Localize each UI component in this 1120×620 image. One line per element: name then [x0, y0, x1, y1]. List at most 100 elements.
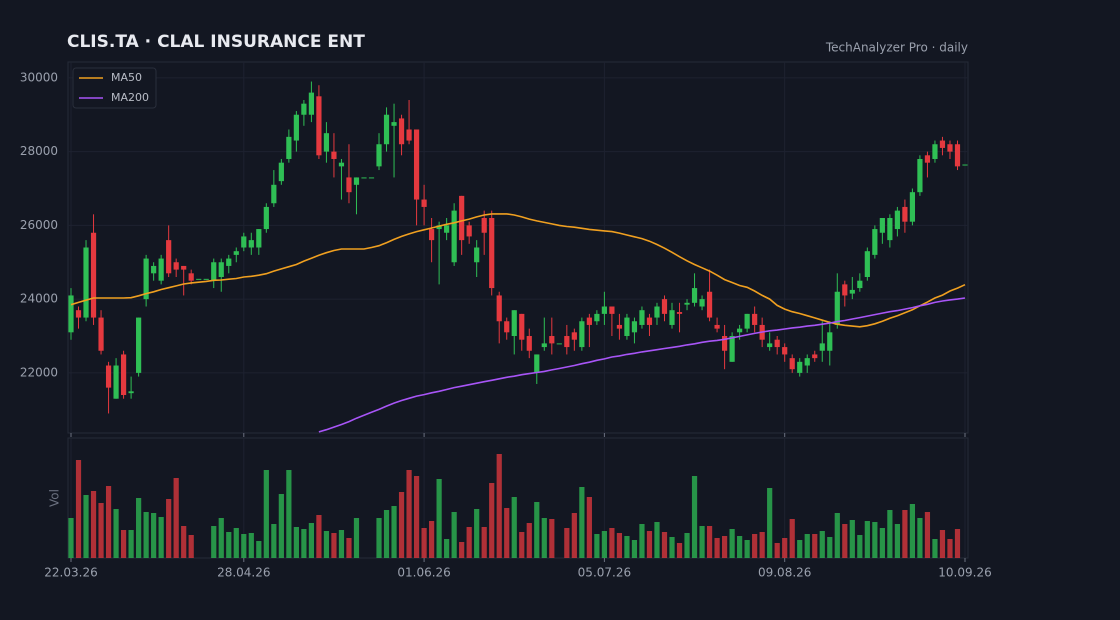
candle-body — [857, 280, 863, 289]
candle-body — [879, 217, 885, 233]
volume-bar — [872, 522, 878, 558]
volume-bar — [75, 460, 82, 558]
candle-body — [391, 122, 397, 126]
volume-bar — [534, 502, 540, 558]
volume-bar — [564, 528, 570, 558]
candle-body — [166, 240, 172, 274]
candle-body — [113, 365, 119, 399]
x-tick-label: 05.07.26 — [578, 566, 631, 580]
volume-bar — [609, 528, 615, 558]
candle-body — [556, 343, 562, 345]
volume-bar — [406, 470, 412, 558]
volume-bar — [797, 540, 803, 558]
volume-bar — [571, 513, 577, 558]
volume-bar — [286, 470, 292, 558]
volume-bar — [646, 531, 653, 558]
candle-body — [684, 302, 690, 305]
candle-body — [849, 289, 855, 294]
candle-body — [429, 229, 435, 241]
volume-bar — [631, 540, 638, 558]
candle-body — [654, 306, 660, 318]
legend-label: MA50 — [111, 71, 142, 84]
candle-body — [256, 229, 262, 248]
volume-bar — [842, 524, 848, 558]
candle-body — [489, 217, 495, 289]
volume-bar — [331, 533, 337, 558]
volume-bar — [429, 521, 435, 558]
candle-body — [83, 247, 89, 318]
x-tick-label: 09.08.26 — [758, 566, 811, 580]
candle-body — [353, 177, 360, 185]
volume-bar — [241, 534, 247, 558]
candle-body — [504, 321, 510, 333]
candle-body — [120, 354, 127, 396]
volume-bar — [413, 476, 420, 558]
volume-bar — [752, 534, 758, 558]
candle-body — [962, 164, 968, 166]
candle-body — [917, 158, 923, 193]
candle-body — [136, 317, 142, 373]
candle-body — [744, 313, 750, 329]
candle-body — [834, 291, 840, 325]
volume-bar — [526, 523, 532, 558]
candle-body — [571, 332, 577, 340]
candle-body — [511, 310, 517, 337]
volume-bar — [113, 509, 119, 558]
legend: MA50 MA200 — [72, 67, 157, 109]
candle-body — [721, 336, 728, 351]
candle-body — [383, 114, 390, 145]
volume-bar — [917, 518, 923, 558]
volume-bar — [68, 518, 74, 558]
candle-body — [564, 336, 570, 348]
candle-body — [301, 103, 307, 115]
candle-body — [278, 162, 284, 182]
candle-body — [158, 258, 164, 281]
candle-body — [639, 310, 645, 325]
volume-bar — [579, 487, 585, 558]
volume-bar — [932, 539, 938, 558]
volume-bar — [504, 508, 510, 558]
candle-body — [947, 144, 953, 152]
candle-body — [233, 251, 239, 255]
candle-body — [293, 114, 299, 141]
volume-bar — [737, 536, 743, 558]
volume-bars — [68, 454, 961, 558]
volume-bar — [346, 538, 352, 558]
x-tick-label: 28.04.26 — [217, 566, 270, 580]
candle-body — [887, 217, 893, 241]
candle-body — [609, 306, 615, 314]
moving-averages — [70, 213, 966, 433]
volume-bar — [601, 531, 607, 558]
candle-body — [691, 288, 698, 303]
volume-bar — [519, 532, 525, 558]
candle-body — [496, 295, 502, 322]
volume-bar — [98, 503, 104, 558]
volume-bar — [616, 533, 623, 558]
volume-bar — [293, 527, 299, 558]
chart-subtitle: TechAnalyzer Pro · daily — [825, 41, 968, 55]
volume-bar — [451, 512, 457, 558]
candle-body — [226, 258, 232, 266]
volume-bar — [939, 530, 946, 558]
volume-bar — [511, 497, 517, 558]
candle-body — [188, 273, 194, 281]
volume-bar — [481, 527, 487, 558]
candle-body — [526, 336, 532, 351]
volume-bar — [782, 538, 788, 558]
volume-bar — [173, 478, 179, 558]
volume-bar — [549, 519, 555, 558]
candle-body — [541, 343, 547, 348]
y-tick-label: 26000 — [20, 218, 58, 232]
volume-bar — [444, 539, 450, 558]
candle-body — [308, 92, 315, 115]
volume-bar — [594, 534, 600, 558]
candle-body — [804, 358, 810, 366]
candle-body — [338, 162, 345, 167]
volume-bar — [496, 454, 502, 558]
volume-bar — [181, 526, 187, 558]
candle-body — [241, 236, 247, 248]
candle-body — [181, 265, 187, 270]
candle-body — [519, 313, 525, 340]
y-tick-label: 30000 — [20, 70, 58, 84]
candle-body — [286, 136, 292, 159]
